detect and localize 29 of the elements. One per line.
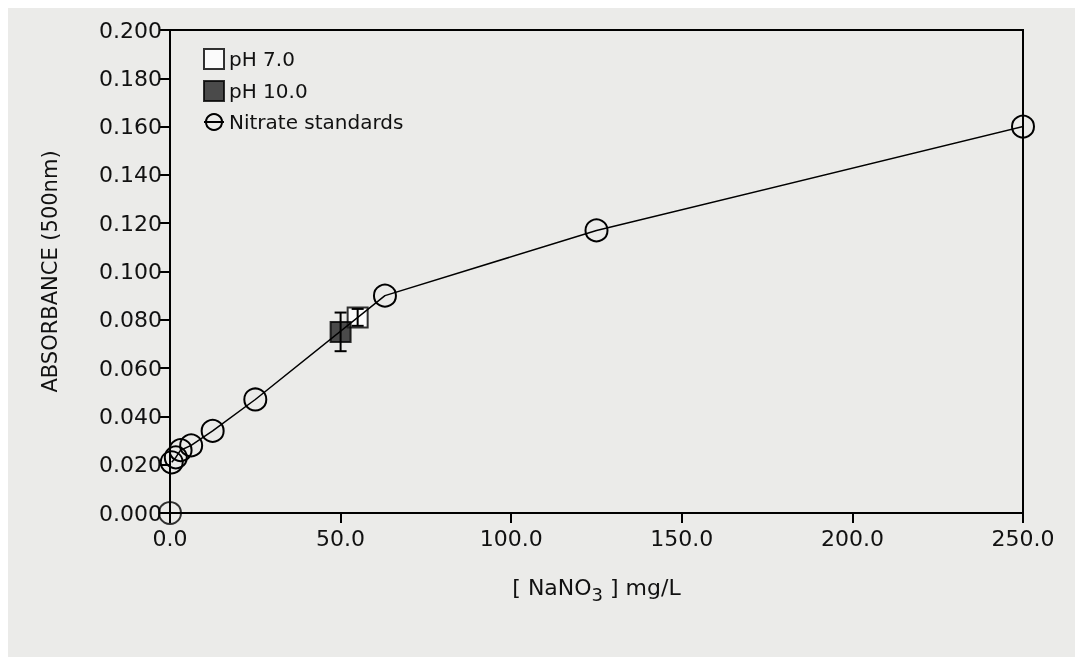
y-tick-label: 0.020: [99, 452, 162, 478]
point: [584, 218, 609, 243]
point: [159, 450, 184, 475]
y-axis-title: ABSORBANCE (500nm): [37, 150, 62, 393]
x-tick-label: 0.0: [152, 525, 188, 551]
y-tick-label: 0.140: [99, 162, 162, 188]
y-tick-label: 0.040: [99, 403, 162, 429]
point: [179, 433, 204, 458]
y-tick-label: 0.180: [99, 65, 162, 91]
point: [163, 445, 188, 470]
point: [200, 418, 225, 443]
legend-label: pH 10.0: [229, 79, 308, 103]
point: [168, 438, 193, 463]
x-tick-label: 250.0: [991, 525, 1055, 551]
point: [372, 283, 397, 308]
y-tick-label: 0.060: [99, 355, 162, 381]
point: [1011, 114, 1035, 139]
y-tick-label: 0.120: [99, 210, 162, 236]
x-tick-label: 200.0: [820, 525, 884, 551]
y-tick-label: 0.080: [99, 307, 162, 333]
y-tick-label: 0.200: [99, 17, 162, 43]
x-tick-label: 100.0: [479, 525, 543, 551]
legend-label: Nitrate standards: [229, 110, 404, 134]
legend-label: pH 7.0: [229, 47, 295, 71]
y-tick-label: 0.160: [99, 114, 162, 140]
x-tick-label: 50.0: [316, 525, 366, 551]
x-tick-label: 150.0: [650, 525, 714, 551]
y-tick-label: 0.100: [99, 259, 162, 284]
point: [243, 387, 268, 412]
